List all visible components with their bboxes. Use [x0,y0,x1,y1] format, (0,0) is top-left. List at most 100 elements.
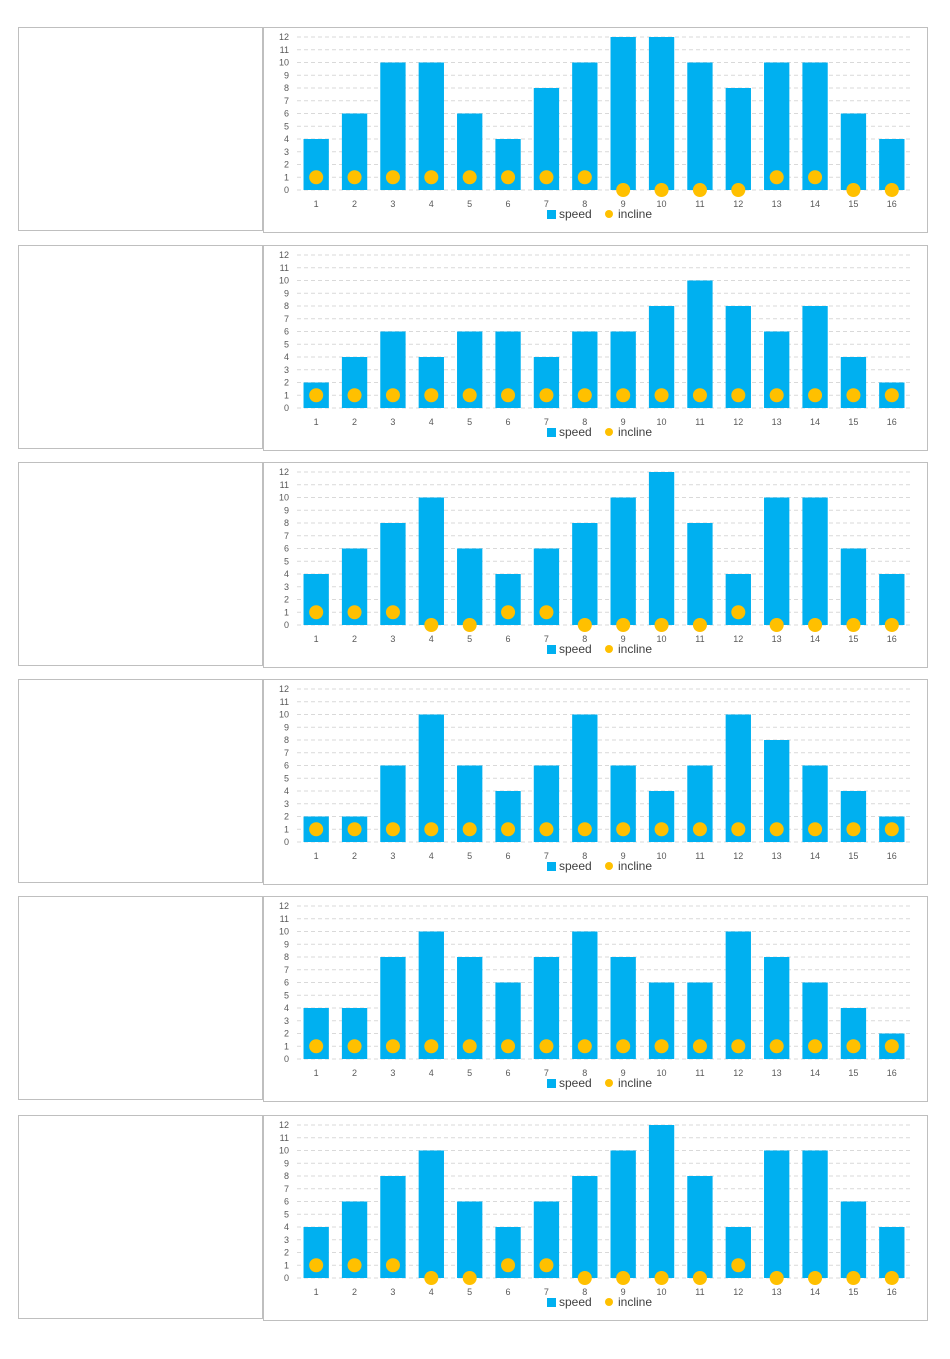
speed-bar [418,714,444,842]
x-tick-label: 12 [733,1068,743,1078]
x-tick-label: 5 [467,1068,472,1078]
y-tick-label: 2 [284,1248,289,1258]
legend-speed-swatch [547,428,556,437]
incline-marker [731,183,746,197]
incline-marker [846,388,861,403]
notes-box-6 [18,1115,263,1319]
notes-box-3 [18,462,263,666]
speed-bar [610,497,636,625]
x-tick-label: 12 [733,199,743,209]
x-tick-label: 6 [506,634,511,644]
legend-incline-swatch [605,862,613,870]
x-tick-label: 13 [772,1068,782,1078]
incline-marker [769,1039,784,1054]
incline-marker [846,183,861,197]
x-tick-label: 7 [544,417,549,427]
legend-incline-swatch [605,645,613,653]
incline-marker [347,605,362,620]
speed-bar [879,1227,905,1278]
y-tick-label: 10 [279,58,289,68]
x-tick-label: 9 [621,417,626,427]
x-tick-label: 14 [810,851,820,861]
y-tick-label: 6 [284,109,289,119]
chart-frame-4: 0 1 2 3 4 5 6 7 8 9 10 11 12 1 2 3 4 5 6 7 8 9 10 11 12 13 14 15 16 s… [263,679,928,885]
x-tick-label: 9 [621,1287,626,1297]
y-tick-label: 3 [284,799,289,809]
x-tick-label: 9 [621,199,626,209]
y-tick-label: 11 [280,45,289,55]
incline-marker [539,605,554,620]
x-tick-label: 5 [467,199,472,209]
speed-bar [725,88,751,190]
x-tick-label: 11 [695,1068,704,1078]
y-tick-label: 10 [279,927,289,937]
speed-bar [380,62,406,190]
x-tick-label: 14 [810,634,820,644]
x-tick-label: 11 [695,851,704,861]
x-tick-label: 10 [657,634,667,644]
y-tick-label: 11 [280,263,289,273]
x-axis: 1 2 3 4 5 6 7 8 9 10 11 12 13 14 15 16 [314,199,897,209]
x-tick-label: 5 [467,634,472,644]
y-tick-label: 1 [284,172,289,182]
incline-marker [692,822,707,837]
incline-marker [309,605,324,620]
incline-marker [501,1258,516,1273]
incline-marker [501,170,516,185]
y-tick-label: 8 [284,83,289,93]
y-tick-label: 0 [284,185,289,195]
x-tick-label: 11 [695,1287,704,1297]
speed-bar [572,1176,598,1278]
x-axis: 1 2 3 4 5 6 7 8 9 10 11 12 13 14 15 16 [314,851,897,861]
x-axis: 1 2 3 4 5 6 7 8 9 10 11 12 13 14 15 16 [314,417,897,427]
y-tick-label: 8 [284,518,289,528]
y-tick-label: 3 [284,1016,289,1026]
incline-marker [808,170,823,185]
x-tick-label: 6 [506,417,511,427]
x-tick-label: 11 [695,199,704,209]
x-tick-label: 16 [887,1068,897,1078]
speed-bar [572,523,598,625]
x-tick-label: 11 [695,417,704,427]
incline-marker [769,1271,784,1285]
x-tick-label: 14 [810,417,820,427]
speed-bar [840,1201,867,1278]
incline-marker [309,170,324,185]
x-tick-label: 5 [467,1287,472,1297]
x-tick-label: 16 [887,199,897,209]
x-tick-label: 4 [429,199,434,209]
notes-box-4 [18,679,263,883]
x-tick-label: 7 [544,1068,549,1078]
x-tick-label: 3 [390,1287,395,1297]
y-tick-label: 12 [279,1120,289,1130]
speed-bar [418,62,444,190]
incline-marker [769,822,784,837]
incline-marker [539,822,554,837]
x-tick-label: 8 [582,1068,587,1078]
incline-marker [385,170,400,185]
legend-speed-label: speed [559,207,592,221]
incline-marker [385,1258,400,1273]
incline-marker [501,1039,516,1054]
x-tick-label: 13 [772,851,782,861]
incline-marker [616,618,631,632]
x-tick-label: 10 [657,1287,667,1297]
x-tick-label: 1 [314,851,319,861]
x-tick-label: 4 [429,851,434,861]
incline-marker [424,388,439,403]
legend-speed-label: speed [559,425,592,439]
x-tick-label: 12 [733,851,743,861]
incline-marker [347,1258,362,1273]
speed-bar [764,1150,790,1278]
incline-marker [539,170,554,185]
speed-series [303,931,905,1059]
x-tick-label: 15 [848,1287,858,1297]
speed-bar [725,714,751,842]
y-tick-label: 11 [280,1133,289,1143]
speed-series [303,1125,905,1278]
x-tick-label: 15 [848,417,858,427]
incline-marker [846,1039,861,1054]
x-tick-label: 2 [352,634,357,644]
